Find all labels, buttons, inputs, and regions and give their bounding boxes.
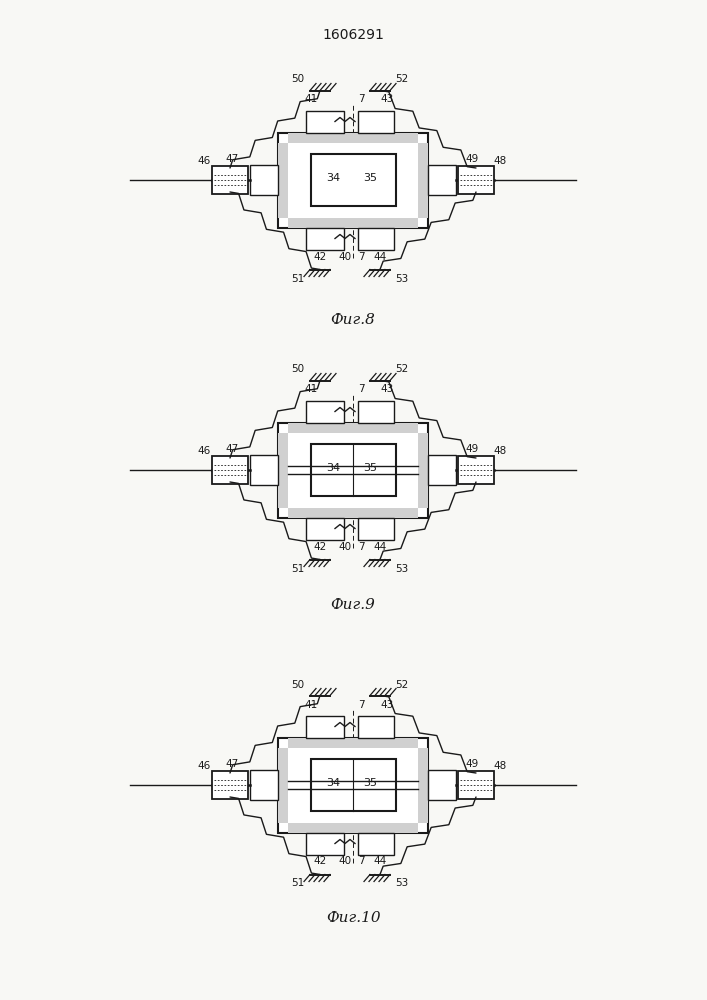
Bar	[306, 518, 344, 540]
Bar	[310, 759, 395, 811]
Bar	[278, 432, 288, 508]
Text: 7: 7	[358, 542, 364, 552]
Text: Фиг.9: Фиг.9	[331, 598, 375, 612]
Bar	[306, 716, 344, 738]
Bar	[428, 455, 456, 485]
Text: 43: 43	[380, 95, 394, 104]
Bar	[212, 456, 248, 484]
Text: 53: 53	[395, 273, 409, 284]
Text: 53: 53	[395, 879, 409, 888]
Text: 51: 51	[291, 564, 305, 574]
Bar	[288, 422, 418, 432]
Text: 44: 44	[373, 251, 387, 261]
Bar	[306, 832, 344, 854]
Bar	[288, 508, 418, 518]
Text: 48: 48	[493, 156, 507, 166]
Text: 1606291: 1606291	[322, 28, 384, 42]
Text: 49: 49	[465, 154, 479, 164]
Text: 40: 40	[339, 542, 351, 552]
Bar	[250, 165, 278, 195]
Text: 46: 46	[197, 446, 211, 456]
Bar	[358, 228, 394, 249]
Bar	[278, 132, 428, 228]
Bar	[306, 110, 344, 132]
Text: 46: 46	[197, 761, 211, 771]
Text: 47: 47	[226, 154, 239, 164]
Bar	[458, 456, 494, 484]
Bar	[458, 166, 494, 194]
Text: 7: 7	[358, 700, 364, 710]
Bar	[418, 432, 428, 508]
Text: 50: 50	[291, 364, 305, 374]
Bar	[278, 142, 288, 218]
Text: 44: 44	[373, 542, 387, 552]
Text: 44: 44	[373, 856, 387, 866]
Text: 42: 42	[313, 542, 327, 552]
Bar	[358, 832, 394, 854]
Bar	[306, 400, 344, 422]
Text: 7: 7	[358, 251, 364, 261]
Text: 49: 49	[465, 759, 479, 769]
Bar	[428, 165, 456, 195]
Bar	[306, 228, 344, 249]
Bar	[418, 748, 428, 822]
Text: 40: 40	[339, 856, 351, 866]
Bar	[310, 154, 395, 206]
Text: 52: 52	[395, 680, 409, 690]
Bar	[288, 218, 418, 228]
Bar	[278, 422, 428, 518]
Text: 41: 41	[305, 95, 317, 104]
Bar	[358, 518, 394, 540]
Text: 51: 51	[291, 879, 305, 888]
Text: 34: 34	[326, 778, 340, 788]
Text: 7: 7	[358, 384, 364, 394]
Bar	[358, 716, 394, 738]
Bar	[288, 822, 418, 832]
Text: 42: 42	[313, 856, 327, 866]
Text: 50: 50	[291, 680, 305, 690]
Text: 7: 7	[358, 95, 364, 104]
Text: 52: 52	[395, 364, 409, 374]
Bar	[428, 770, 456, 800]
Bar	[288, 132, 418, 142]
Text: 41: 41	[305, 700, 317, 710]
Text: 48: 48	[493, 761, 507, 771]
Text: 48: 48	[493, 446, 507, 456]
Text: 7: 7	[358, 856, 364, 866]
Text: 34: 34	[326, 463, 340, 473]
Bar	[212, 166, 248, 194]
Text: 53: 53	[395, 564, 409, 574]
Bar	[418, 142, 428, 218]
Text: 34: 34	[326, 173, 340, 183]
Bar	[250, 455, 278, 485]
Text: 50: 50	[291, 75, 305, 85]
Text: 35: 35	[363, 463, 377, 473]
Bar	[358, 400, 394, 422]
Text: 47: 47	[226, 759, 239, 769]
Text: 35: 35	[363, 778, 377, 788]
Text: 47: 47	[226, 444, 239, 454]
Text: 52: 52	[395, 75, 409, 85]
Bar	[310, 444, 395, 496]
Text: 35: 35	[363, 173, 377, 183]
Bar	[458, 771, 494, 799]
Bar	[278, 738, 428, 832]
Bar	[288, 738, 418, 748]
Text: 40: 40	[339, 251, 351, 261]
Text: 43: 43	[380, 384, 394, 394]
Text: 41: 41	[305, 384, 317, 394]
Text: 46: 46	[197, 156, 211, 166]
Bar	[358, 110, 394, 132]
Bar	[278, 748, 288, 822]
Text: Фиг.8: Фиг.8	[331, 313, 375, 327]
Text: 51: 51	[291, 273, 305, 284]
Text: 43: 43	[380, 700, 394, 710]
Text: Фиг.10: Фиг.10	[326, 911, 380, 925]
Bar	[250, 770, 278, 800]
Text: 42: 42	[313, 251, 327, 261]
Bar	[212, 771, 248, 799]
Text: 49: 49	[465, 444, 479, 454]
